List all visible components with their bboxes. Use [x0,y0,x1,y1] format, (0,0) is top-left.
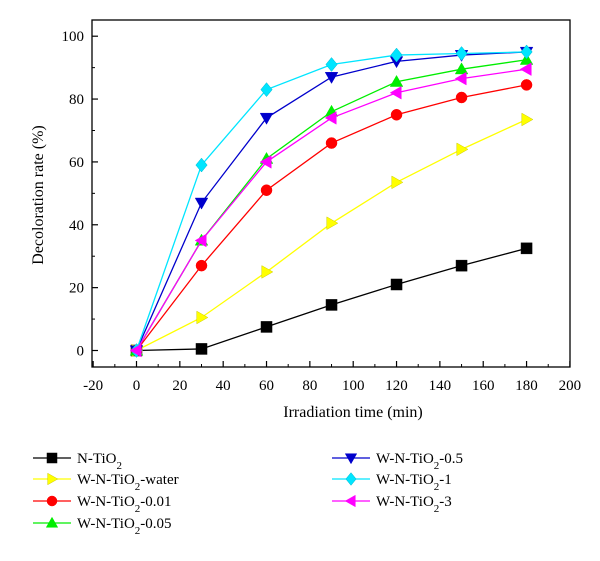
data-point [520,242,533,255]
x-axis-title: Irradiation time (min) [283,404,423,421]
series-line [136,118,527,352]
data-point [455,259,468,272]
data-point [45,516,59,528]
legend-item: W-N-TiO2-0.01 [33,494,172,515]
data-point [260,184,273,196]
y-axis-title: Decoloration rate (%) [30,125,47,264]
y-tick-label: 40 [69,218,84,234]
data-point [521,112,534,127]
legend-item: W-N-TiO2-water [33,472,179,493]
legend-item: W-N-TiO2-0.5 [332,451,463,472]
x-tick-label: 140 [429,378,452,394]
data-point [390,109,403,121]
data-point [520,44,533,60]
x-tick-label: 200 [559,378,582,394]
x-tick-label: 80 [302,378,317,394]
legend-label: N-TiO2 [77,451,122,472]
series-1 [130,242,533,357]
legend-item: W-N-TiO2-0.05 [33,516,172,537]
data-point [390,278,403,291]
data-point [389,74,404,87]
legend-item: W-N-TiO2-3 [332,494,452,515]
data-point [194,197,209,210]
data-point [344,494,356,508]
data-point [195,343,208,355]
data-point [344,453,358,465]
data-point [391,175,404,190]
y-tick-label: 80 [69,92,84,108]
legend-label: W-N-TiO2-0.5 [376,451,463,472]
legend-label: W-N-TiO2-1 [376,472,452,493]
data-point [455,91,468,104]
x-tick-label: 180 [515,378,538,394]
data-point [454,71,467,86]
x-tick-label: 120 [385,378,408,394]
legend-item: W-N-TiO2-1 [332,472,452,493]
data-point [389,86,402,100]
data-point [195,157,208,173]
legend-label: W-N-TiO2-0.01 [77,494,172,515]
data-point [456,142,469,157]
data-point [260,321,273,333]
data-point [261,265,274,279]
data-point [324,72,339,84]
y-tick-label: 20 [69,281,84,297]
series-3 [130,79,533,357]
data-point [196,310,209,325]
legend-label: W-N-TiO2-0.05 [77,516,172,537]
data-point [325,137,338,149]
y-tick-label: 60 [69,155,84,171]
legend-label: W-N-TiO2-3 [376,494,452,515]
x-tick-label: 0 [133,378,141,394]
series-7 [129,62,532,358]
data-point [260,82,273,97]
data-point [129,343,142,358]
data-point [519,62,532,76]
data-point [325,299,338,311]
x-tick-label: 100 [342,378,365,394]
x-tick-label: 60 [259,378,274,394]
y-tick-label: 100 [62,29,85,45]
x-tick-label: 160 [472,378,495,394]
legend-item: N-TiO2 [33,451,122,472]
x-tick-label: -20 [83,378,103,394]
data-point [324,111,337,125]
data-point [390,47,403,63]
y-tick-label: 0 [77,344,85,360]
axis-layer: -20 0 20 40 60 80 100 120 140 160 180 200 0 20 40 60 80 1… [62,29,582,394]
data-point [454,62,469,75]
legend-label: W-N-TiO2-water [77,472,179,493]
data-point [46,495,58,507]
data-point [455,46,468,61]
legend: N-TiO2W-N-TiO2-waterW-N-TiO2-0.01W-N-TiO… [33,451,463,537]
x-tick-label: 40 [216,378,231,394]
data-point [345,472,357,486]
series-2 [131,112,534,358]
series-6 [130,44,533,358]
data-point [195,259,208,272]
data-point [194,233,207,248]
data-point [47,472,59,486]
data-point [259,112,274,125]
data-point [520,79,533,91]
data-point [326,216,339,230]
series-layer [129,44,534,358]
data-point [325,57,338,72]
data-point [259,155,272,169]
x-tick-label: 20 [172,378,187,394]
data-point [46,452,58,464]
